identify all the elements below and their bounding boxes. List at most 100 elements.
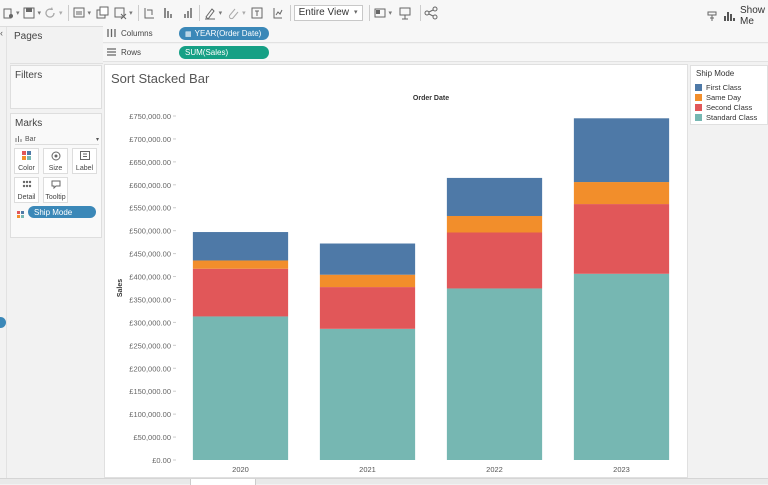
columns-icon [107, 28, 116, 39]
legend-swatch [695, 94, 702, 101]
columns-pill-label: YEAR(Order Date) [194, 29, 262, 38]
toolbar: ▾ ▾ ▾ ▾ ▾ ▾ [0, 0, 768, 27]
y-tick-label: £50,000.00 [133, 433, 171, 442]
legend-item[interactable]: Standard Class [695, 113, 757, 122]
tooltip-button-label: Tooltip [45, 194, 66, 201]
y-tick-label: £500,000.00 [129, 227, 171, 236]
bar-segment [319, 243, 416, 275]
label-button-label: Label [75, 165, 94, 172]
side-panel-collapse-strip[interactable]: ‹ [0, 27, 7, 484]
color-button[interactable]: Color [14, 148, 39, 174]
color-icon [22, 151, 31, 162]
rows-shelf[interactable]: Rows SUM(Sales) [103, 44, 768, 62]
dropdown-arrow-icon[interactable]: ▾ [16, 10, 20, 17]
bar-segment [446, 232, 543, 289]
fit-view-label: Entire View [298, 7, 350, 18]
bar-segment [192, 316, 289, 460]
columns-shelf-label: Columns [107, 28, 153, 39]
y-tick-label: £0.00 [152, 456, 171, 465]
y-tick-label: £700,000.00 [129, 135, 171, 144]
legend-label: Standard Class [706, 113, 758, 122]
stacked-bar-chart: Order Date Sales £0.00 £50,000.00 £100,000.0… [117, 95, 670, 474]
duplicate-icon[interactable] [95, 6, 109, 20]
rows-pill[interactable]: SUM(Sales) [179, 46, 269, 59]
bar-segment [319, 328, 416, 460]
dropdown-arrow-icon[interactable]: ▾ [218, 10, 223, 17]
y-tick-label: £300,000.00 [129, 318, 171, 327]
new-data-source-icon[interactable] [2, 7, 14, 19]
text-label-icon[interactable] [250, 6, 264, 20]
ship-mode-pill-label: Ship Mode [34, 207, 73, 217]
show-cards-icon[interactable] [373, 6, 387, 20]
color-field-icon [17, 209, 24, 221]
rows-pill-label: SUM(Sales) [185, 48, 229, 57]
scroll-handle[interactable] [0, 317, 6, 328]
legend-item[interactable]: First Class [695, 83, 741, 92]
mark-type-select[interactable]: Bar ▾ [15, 134, 99, 145]
fit-view-select[interactable]: Entire View ▾ [293, 5, 363, 21]
divider [67, 5, 69, 21]
tooltip-button[interactable]: Tooltip [43, 177, 68, 203]
legend-label: Second Class [706, 103, 753, 112]
clear-sheet-icon[interactable] [113, 6, 127, 20]
ship-mode-pill[interactable]: Ship Mode [28, 206, 96, 218]
dropdown-arrow-icon[interactable]: ▾ [87, 10, 92, 17]
legend-item[interactable]: Same Day [695, 93, 741, 102]
detail-button[interactable]: Detail [14, 177, 39, 203]
sort-ascending-icon[interactable] [162, 6, 176, 20]
bar-segment [192, 232, 289, 261]
mark-type-label: Bar [25, 135, 36, 143]
sort-descending-icon[interactable] [182, 6, 196, 20]
filters-title: Filters [15, 70, 43, 81]
label-button[interactable]: Label [72, 148, 97, 174]
bar-segment [446, 288, 543, 460]
new-worksheet-icon[interactable] [72, 6, 86, 20]
refresh-icon[interactable] [43, 6, 57, 20]
dropdown-arrow-icon[interactable]: ▾ [59, 10, 63, 17]
legend-swatch [695, 84, 702, 91]
save-icon[interactable] [22, 6, 36, 20]
y-tick-label: £650,000.00 [129, 158, 171, 167]
pages-card[interactable]: Pages [10, 27, 103, 64]
x-tick-label: 2023 [613, 465, 630, 474]
bar-segment [446, 177, 543, 216]
clip-icon[interactable] [226, 6, 240, 20]
y-tick-label: £150,000.00 [129, 387, 171, 396]
rows-shelf-label: Rows [107, 47, 141, 58]
calendar-icon: ▦ [185, 30, 192, 38]
divider [137, 5, 139, 21]
share-icon[interactable] [424, 6, 438, 20]
dropdown-arrow-icon[interactable]: ▾ [129, 10, 133, 17]
fix-axes-icon[interactable] [270, 6, 284, 20]
legend-label: First Class [706, 83, 742, 92]
dropdown-arrow-icon[interactable]: ▾ [37, 10, 42, 17]
worksheet: Sort Stacked Bar Order Date Sales £0.00 £50… [104, 64, 688, 478]
marks-title: Marks [15, 118, 43, 129]
detail-icon [22, 180, 32, 191]
sheet-title: Sort Stacked Bar [111, 71, 210, 86]
sheet-tab-active[interactable] [190, 479, 256, 485]
y-tick-label: £200,000.00 [129, 364, 171, 373]
y-tick-label: £250,000.00 [129, 341, 171, 350]
columns-pill[interactable]: ▦ YEAR(Order Date) [179, 27, 269, 40]
highlight-icon[interactable] [203, 6, 217, 20]
dropdown-arrow-icon[interactable]: ▾ [242, 10, 246, 17]
show-me-button[interactable]: Show Me [706, 5, 768, 27]
legend-item[interactable]: Second Class [695, 103, 752, 112]
swap-axes-icon[interactable] [142, 6, 156, 20]
presentation-icon[interactable] [398, 6, 412, 20]
bar-segment [573, 182, 670, 205]
y-tick-label: £600,000.00 [129, 181, 171, 190]
right-panel [688, 126, 768, 478]
ship-mode-legend[interactable]: Ship Mode First Class Same Day Second Cl… [690, 65, 768, 125]
dropdown-arrow-icon[interactable]: ▾ [388, 10, 393, 17]
y-axis-title: Sales [117, 279, 124, 297]
columns-label: Columns [121, 29, 153, 38]
columns-shelf[interactable]: Columns ▦ YEAR(Order Date) [103, 25, 768, 43]
chevron-down-icon: ▾ [354, 9, 358, 16]
toolbar-left-group: ▾ ▾ ▾ ▾ ▾ ▾ [2, 5, 438, 21]
rows-icon [107, 47, 116, 58]
chevron-left-icon[interactable]: ‹ [0, 28, 3, 38]
filters-card[interactable]: Filters [10, 65, 102, 109]
size-button[interactable]: Size [43, 148, 68, 174]
